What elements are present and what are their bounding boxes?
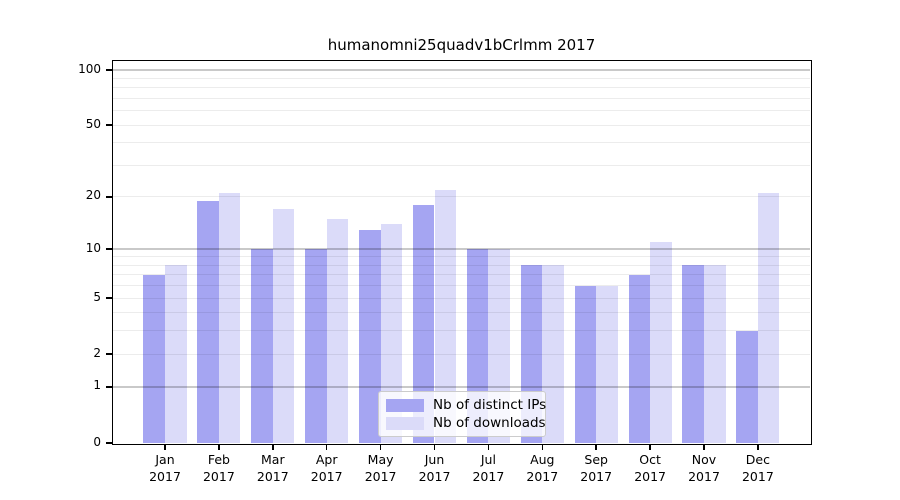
gridline-minor-50	[113, 124, 810, 126]
gridline-minor-9	[113, 256, 810, 258]
gridline-minor-4	[113, 312, 810, 314]
legend-entry-downloads: Nb of downloads	[386, 414, 546, 432]
x-tick-label-apr: Apr 2017	[310, 452, 343, 484]
x-tick-label-jul: Jul 2017	[472, 452, 505, 484]
bar-downloads-may	[380, 224, 403, 443]
gridline-minor-20	[113, 196, 810, 198]
gridline-minor-40	[113, 142, 810, 144]
x-tick-feb	[218, 444, 220, 450]
x-tick-label-feb: Feb 2017	[202, 452, 235, 484]
legend-swatch-distinct-ips	[386, 398, 424, 412]
bar-downloads-dec	[757, 193, 780, 443]
gridline-minor-5	[113, 297, 810, 299]
bar-downloads-mar	[272, 209, 295, 443]
gridline-major-10	[113, 248, 810, 250]
gridline-minor-8	[113, 264, 810, 266]
x-tick-oct	[649, 444, 651, 450]
bar-downloads-jun	[434, 189, 457, 443]
gridline-minor-30	[113, 164, 810, 166]
bar-distinct-ips-mar	[251, 249, 273, 443]
y-tick-label-2: 2	[93, 345, 101, 360]
x-tick-mar	[272, 444, 274, 450]
gridline-minor-60	[113, 110, 810, 112]
y-tick-label-20: 20	[85, 188, 101, 203]
x-tick-jun	[433, 444, 436, 450]
gridline-minor-80	[113, 87, 810, 89]
gridline-minor-90	[113, 77, 810, 79]
bar-downloads-jan	[165, 265, 187, 443]
legend-entry-distinct-ips: Nb of distinct IPs	[386, 396, 546, 414]
legend: Nb of distinct IPs Nb of downloads	[378, 391, 546, 437]
bar-downloads-feb	[218, 193, 241, 443]
y-tick-label-50: 50	[85, 116, 101, 131]
gridline-minor-70	[113, 97, 810, 99]
legend-swatch-downloads	[386, 416, 424, 430]
y-tick-0	[105, 442, 112, 444]
y-tick-2	[105, 353, 112, 355]
gridline-minor-2	[113, 353, 810, 355]
x-tick-label-may: May 2017	[364, 452, 397, 484]
bar-downloads-apr	[326, 218, 349, 443]
x-tick-label-aug: Aug 2017	[526, 452, 559, 484]
bar-distinct-ips-jun	[412, 205, 435, 443]
bar-downloads-nov	[704, 265, 726, 443]
gridline-minor-7	[113, 274, 810, 276]
bar-downloads-sep	[596, 285, 618, 443]
x-tick-may	[379, 444, 382, 450]
x-tick-label-oct: Oct 2017	[634, 452, 666, 484]
x-tick-label-nov: Nov 2017	[688, 452, 720, 484]
x-tick-label-jan: Jan 2017	[149, 452, 181, 484]
bar-distinct-ips-may	[359, 229, 381, 443]
bar-distinct-ips-jan	[143, 274, 165, 443]
x-tick-label-mar: Mar 2017	[256, 452, 289, 484]
plot-area	[113, 61, 810, 443]
legend-label-downloads: Nb of downloads	[433, 415, 546, 431]
x-tick-sep	[595, 444, 597, 450]
chart-title: humanomni25quadv1bCrlmm 2017	[327, 36, 596, 54]
x-tick-apr	[325, 444, 328, 450]
x-tick-label-dec: Dec 2017	[741, 452, 774, 484]
x-tick-nov	[703, 444, 705, 450]
x-tick-dec	[757, 444, 759, 450]
bar-distinct-ips-oct	[628, 274, 651, 443]
bar-downloads-aug	[542, 265, 564, 443]
y-tick-label-100: 100	[78, 61, 101, 76]
bar-distinct-ips-sep	[574, 285, 597, 443]
y-tick-label-5: 5	[93, 289, 101, 304]
gridline-minor-6	[113, 285, 810, 287]
bar-distinct-ips-dec	[736, 330, 758, 443]
y-tick-10	[105, 248, 112, 250]
y-tick-20	[105, 196, 112, 198]
y-tick-label-1: 1	[93, 378, 101, 393]
legend-label-distinct-ips: Nb of distinct IPs	[433, 397, 547, 413]
x-tick-aug	[541, 444, 544, 450]
x-tick-label-sep: Sep 2017	[580, 452, 613, 484]
x-tick-label-jun: Jun 2017	[418, 452, 451, 484]
gridline-major-100	[113, 69, 810, 71]
x-tick-jan	[164, 444, 166, 450]
y-tick-1	[105, 386, 112, 388]
y-tick-50	[105, 124, 112, 126]
bar-distinct-ips-apr	[305, 249, 327, 443]
x-tick-jul	[487, 444, 490, 450]
gridline-minor-3	[113, 330, 810, 332]
y-tick-5	[105, 297, 112, 299]
bar-distinct-ips-nov	[682, 265, 704, 443]
bar-downloads-oct	[650, 242, 672, 443]
y-tick-label-0: 0	[93, 434, 101, 449]
y-tick-100	[105, 69, 112, 71]
y-tick-label-10: 10	[85, 240, 101, 255]
bar-distinct-ips-feb	[197, 200, 219, 443]
gridline-major-1	[113, 386, 810, 388]
